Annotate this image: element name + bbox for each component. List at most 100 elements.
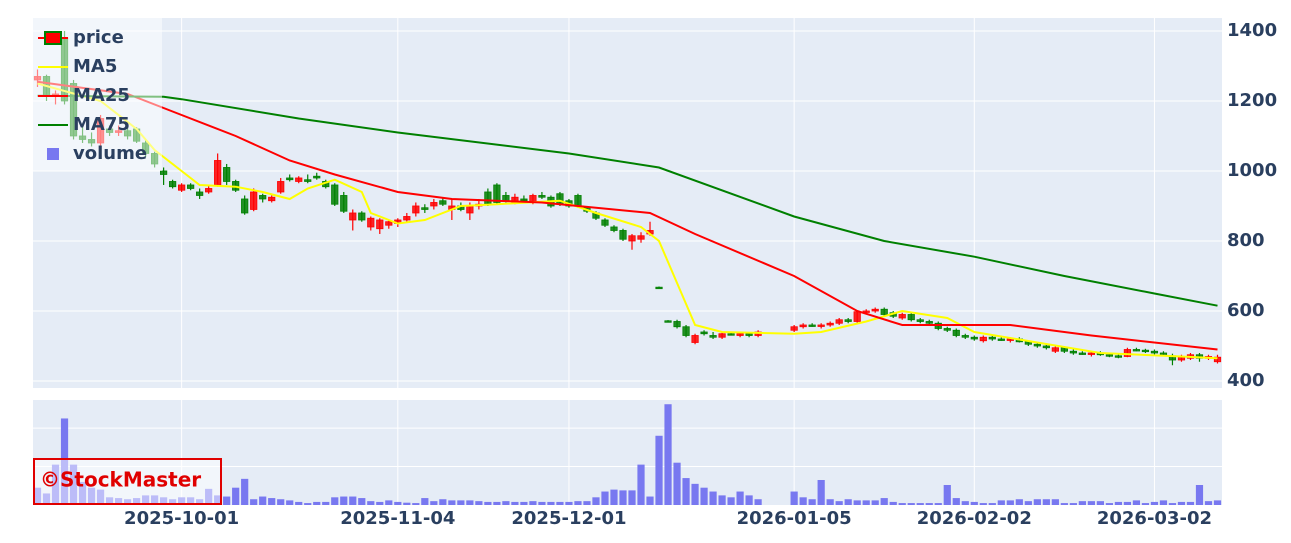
volume-bar: [313, 501, 321, 505]
candle-body: [1114, 355, 1123, 358]
candle-body: [313, 175, 321, 179]
volume-bar: [619, 490, 627, 505]
candle-body: [286, 177, 294, 181]
volume-bar: [844, 499, 852, 505]
candle-body: [1051, 347, 1059, 352]
candle-body: [862, 310, 870, 313]
volume-bar: [1114, 501, 1123, 505]
legend-label: volume: [73, 143, 147, 164]
volume-bar: [367, 501, 375, 505]
volume-plot-area: [33, 400, 1222, 505]
y-tick-label: 600: [1227, 300, 1265, 321]
volume-bar: [862, 500, 870, 505]
volume-bar: [1213, 500, 1222, 505]
ma-line: [37, 94, 1218, 307]
volume-bar: [223, 496, 231, 505]
x-tick-label: 2025-11-04: [340, 508, 455, 529]
candle-body: [916, 319, 924, 322]
volume-bar: [1204, 501, 1213, 505]
candle-body: [880, 308, 888, 315]
x-tick-label: 2026-02-02: [917, 508, 1032, 529]
volume-bar: [412, 503, 420, 505]
volume-bar: [736, 491, 744, 505]
candle-body: [871, 308, 879, 312]
candle-body: [376, 219, 384, 230]
candle-body: [1132, 349, 1141, 352]
volume-bar: [610, 489, 618, 505]
volume-bar: [952, 498, 960, 505]
x-tick-label: 2026-01-05: [737, 508, 852, 529]
candle-body: [655, 286, 663, 290]
volume-bar: [1006, 500, 1014, 505]
volume-bar: [790, 491, 798, 505]
volume-bar: [403, 502, 411, 505]
volume-bar: [232, 487, 240, 505]
legend: price MA5 MA25 MA75 volume: [33, 18, 162, 171]
volume-bar: [1195, 485, 1204, 505]
legend-label: price: [73, 27, 124, 48]
candle-body: [241, 198, 249, 214]
candle-body: [340, 195, 348, 212]
volume-bar: [1186, 501, 1195, 505]
price-plot-area: [33, 18, 1222, 388]
volume-bar: [1150, 501, 1159, 505]
volume-bar: [745, 495, 753, 505]
candle-body: [799, 324, 807, 328]
candle-body: [331, 184, 339, 205]
candle-body: [970, 336, 978, 340]
volume-bar: [961, 501, 969, 505]
volume-bar: [349, 496, 357, 505]
candle-body: [610, 226, 618, 231]
candle-body: [214, 160, 222, 186]
candle-body: [727, 333, 735, 336]
y-tick-label: 800: [1227, 230, 1265, 251]
volume-bar: [277, 499, 285, 505]
candle-body: [718, 333, 726, 338]
candle-body: [979, 336, 987, 342]
volume-bar: [448, 500, 456, 505]
candle-body: [484, 191, 492, 205]
y-tick-label: 400: [1227, 370, 1265, 391]
candle-body: [421, 207, 429, 210]
volume-bar: [664, 404, 672, 505]
candle-body: [358, 212, 366, 221]
volume-bar: [376, 501, 384, 505]
candle-body: [682, 326, 690, 336]
candle-body: [619, 230, 627, 240]
volume-bar: [439, 499, 447, 505]
volume-bar: [799, 497, 807, 505]
candle-body: [502, 195, 510, 202]
volume-bar: [979, 503, 987, 505]
candle-body: [952, 329, 960, 336]
candle-body: [412, 205, 420, 214]
candle-body: [961, 335, 969, 338]
volume-bar: [673, 462, 681, 505]
legend-icon: [44, 31, 62, 45]
volume-bar: [1096, 501, 1104, 505]
volume-bar: [538, 501, 546, 505]
volume-bar: [520, 501, 528, 505]
volume-bar: [511, 501, 519, 505]
candle-body: [196, 191, 204, 196]
volume-bar: [1042, 499, 1050, 505]
grid: [33, 18, 1222, 505]
candle-body: [574, 195, 582, 207]
y-tick-label: 1000: [1227, 160, 1277, 181]
candle-body: [1213, 356, 1222, 363]
candle-body: [898, 314, 906, 319]
candle-body: [205, 188, 213, 193]
candle-body: [1141, 349, 1150, 353]
volume-bar: [997, 500, 1005, 505]
volume-bar: [655, 435, 663, 505]
candle-body: [493, 184, 501, 203]
volume-bar: [754, 499, 762, 505]
candle-body: [817, 324, 825, 327]
candle-body: [826, 322, 834, 326]
volume-bar: [529, 501, 537, 505]
volume-bar: [1159, 500, 1168, 505]
volume-bar: [700, 487, 708, 505]
volume-bar: [385, 500, 393, 505]
volume-bar: [250, 499, 258, 505]
